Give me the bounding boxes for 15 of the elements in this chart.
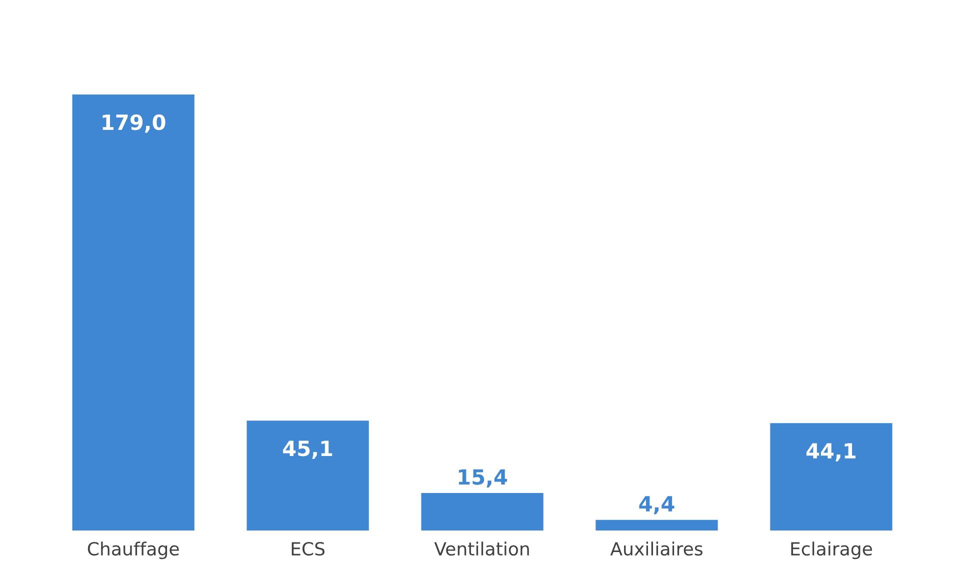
bar bbox=[246, 420, 369, 531]
bar bbox=[72, 94, 194, 531]
x-tick-label: ECS bbox=[292, 542, 325, 556]
data-label: 44,1 bbox=[806, 443, 856, 462]
bar bbox=[596, 520, 718, 531]
data-label: 4,4 bbox=[639, 496, 674, 514]
bar bbox=[421, 493, 544, 531]
data-label: 15,4 bbox=[458, 469, 508, 488]
x-tick-label: Eclairage bbox=[791, 542, 872, 560]
data-label: 45,1 bbox=[283, 440, 332, 459]
x-tick-label: Chauffage bbox=[88, 542, 179, 560]
bar bbox=[770, 423, 892, 531]
data-label: 179,0 bbox=[102, 114, 166, 133]
x-tick-label: Ventilation bbox=[434, 542, 529, 556]
x-tick-label: Auxiliaires bbox=[610, 542, 702, 556]
